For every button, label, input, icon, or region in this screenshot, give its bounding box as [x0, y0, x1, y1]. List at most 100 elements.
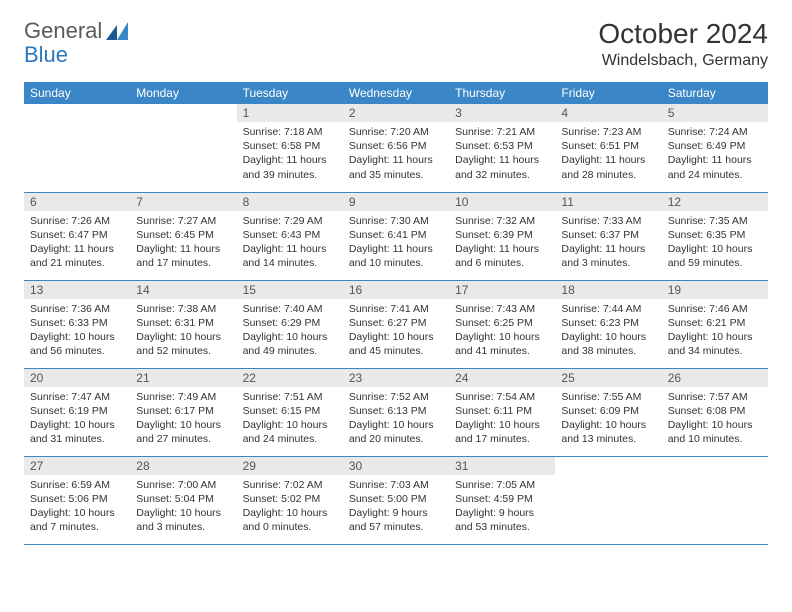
brand-general: General: [24, 18, 102, 44]
brand-mark-icon: [106, 22, 128, 40]
day-content: Sunrise: 7:54 AMSunset: 6:11 PMDaylight:…: [449, 387, 555, 450]
brand-blue: Blue: [24, 42, 68, 67]
calendar-cell: 29Sunrise: 7:02 AMSunset: 5:02 PMDayligh…: [237, 456, 343, 544]
day-number: 13: [24, 281, 130, 299]
day-content: Sunrise: 7:47 AMSunset: 6:19 PMDaylight:…: [24, 387, 130, 450]
day-content: Sunrise: 7:44 AMSunset: 6:23 PMDaylight:…: [555, 299, 661, 362]
calendar-cell: 19Sunrise: 7:46 AMSunset: 6:21 PMDayligh…: [662, 280, 768, 368]
day-content: Sunrise: 7:21 AMSunset: 6:53 PMDaylight:…: [449, 122, 555, 185]
calendar-cell: 11Sunrise: 7:33 AMSunset: 6:37 PMDayligh…: [555, 192, 661, 280]
calendar-cell: [24, 104, 130, 192]
calendar-row: 6Sunrise: 7:26 AMSunset: 6:47 PMDaylight…: [24, 192, 768, 280]
day-content: Sunrise: 7:18 AMSunset: 6:58 PMDaylight:…: [237, 122, 343, 185]
day-content: Sunrise: 6:59 AMSunset: 5:06 PMDaylight:…: [24, 475, 130, 538]
calendar-cell: 21Sunrise: 7:49 AMSunset: 6:17 PMDayligh…: [130, 368, 236, 456]
day-content: Sunrise: 7:40 AMSunset: 6:29 PMDaylight:…: [237, 299, 343, 362]
day-content: Sunrise: 7:03 AMSunset: 5:00 PMDaylight:…: [343, 475, 449, 538]
calendar-cell: 25Sunrise: 7:55 AMSunset: 6:09 PMDayligh…: [555, 368, 661, 456]
day-content: Sunrise: 7:55 AMSunset: 6:09 PMDaylight:…: [555, 387, 661, 450]
day-content: Sunrise: 7:49 AMSunset: 6:17 PMDaylight:…: [130, 387, 236, 450]
day-number: 9: [343, 193, 449, 211]
calendar-cell: 28Sunrise: 7:00 AMSunset: 5:04 PMDayligh…: [130, 456, 236, 544]
calendar-cell: 20Sunrise: 7:47 AMSunset: 6:19 PMDayligh…: [24, 368, 130, 456]
day-number: 14: [130, 281, 236, 299]
day-content: Sunrise: 7:24 AMSunset: 6:49 PMDaylight:…: [662, 122, 768, 185]
day-number: 4: [555, 104, 661, 122]
calendar-cell: 12Sunrise: 7:35 AMSunset: 6:35 PMDayligh…: [662, 192, 768, 280]
day-number: 24: [449, 369, 555, 387]
calendar-cell: 15Sunrise: 7:40 AMSunset: 6:29 PMDayligh…: [237, 280, 343, 368]
calendar-cell: 16Sunrise: 7:41 AMSunset: 6:27 PMDayligh…: [343, 280, 449, 368]
calendar-table: SundayMondayTuesdayWednesdayThursdayFrid…: [24, 82, 768, 545]
day-content: Sunrise: 7:35 AMSunset: 6:35 PMDaylight:…: [662, 211, 768, 274]
day-number: 31: [449, 457, 555, 475]
calendar-cell: 22Sunrise: 7:51 AMSunset: 6:15 PMDayligh…: [237, 368, 343, 456]
day-content: Sunrise: 7:52 AMSunset: 6:13 PMDaylight:…: [343, 387, 449, 450]
day-content: Sunrise: 7:41 AMSunset: 6:27 PMDaylight:…: [343, 299, 449, 362]
brand-logo: General: [24, 18, 130, 44]
day-content: Sunrise: 7:43 AMSunset: 6:25 PMDaylight:…: [449, 299, 555, 362]
calendar-cell: 2Sunrise: 7:20 AMSunset: 6:56 PMDaylight…: [343, 104, 449, 192]
day-number: 21: [130, 369, 236, 387]
day-number: 3: [449, 104, 555, 122]
calendar-cell: 24Sunrise: 7:54 AMSunset: 6:11 PMDayligh…: [449, 368, 555, 456]
day-content: Sunrise: 7:57 AMSunset: 6:08 PMDaylight:…: [662, 387, 768, 450]
day-content: Sunrise: 7:26 AMSunset: 6:47 PMDaylight:…: [24, 211, 130, 274]
day-number: 26: [662, 369, 768, 387]
day-number: 1: [237, 104, 343, 122]
day-content: Sunrise: 7:27 AMSunset: 6:45 PMDaylight:…: [130, 211, 236, 274]
day-number: 27: [24, 457, 130, 475]
calendar-cell: 4Sunrise: 7:23 AMSunset: 6:51 PMDaylight…: [555, 104, 661, 192]
day-number: 22: [237, 369, 343, 387]
calendar-cell: 30Sunrise: 7:03 AMSunset: 5:00 PMDayligh…: [343, 456, 449, 544]
calendar-cell: 3Sunrise: 7:21 AMSunset: 6:53 PMDaylight…: [449, 104, 555, 192]
day-number: 10: [449, 193, 555, 211]
weekday-header: Sunday: [24, 82, 130, 104]
day-content: Sunrise: 7:20 AMSunset: 6:56 PMDaylight:…: [343, 122, 449, 185]
calendar-cell: 10Sunrise: 7:32 AMSunset: 6:39 PMDayligh…: [449, 192, 555, 280]
calendar-cell: [555, 456, 661, 544]
calendar-cell: 6Sunrise: 7:26 AMSunset: 6:47 PMDaylight…: [24, 192, 130, 280]
weekday-header: Thursday: [449, 82, 555, 104]
calendar-cell: [662, 456, 768, 544]
day-content: Sunrise: 7:00 AMSunset: 5:04 PMDaylight:…: [130, 475, 236, 538]
weekday-header: Friday: [555, 82, 661, 104]
calendar-cell: 17Sunrise: 7:43 AMSunset: 6:25 PMDayligh…: [449, 280, 555, 368]
day-content: Sunrise: 7:30 AMSunset: 6:41 PMDaylight:…: [343, 211, 449, 274]
day-content: Sunrise: 7:23 AMSunset: 6:51 PMDaylight:…: [555, 122, 661, 185]
day-content: Sunrise: 7:51 AMSunset: 6:15 PMDaylight:…: [237, 387, 343, 450]
day-content: Sunrise: 7:36 AMSunset: 6:33 PMDaylight:…: [24, 299, 130, 362]
calendar-cell: 27Sunrise: 6:59 AMSunset: 5:06 PMDayligh…: [24, 456, 130, 544]
calendar-cell: 5Sunrise: 7:24 AMSunset: 6:49 PMDaylight…: [662, 104, 768, 192]
day-content: Sunrise: 7:46 AMSunset: 6:21 PMDaylight:…: [662, 299, 768, 362]
calendar-cell: 26Sunrise: 7:57 AMSunset: 6:08 PMDayligh…: [662, 368, 768, 456]
day-number: 19: [662, 281, 768, 299]
calendar-cell: 31Sunrise: 7:05 AMSunset: 4:59 PMDayligh…: [449, 456, 555, 544]
day-number: 17: [449, 281, 555, 299]
day-content: Sunrise: 7:05 AMSunset: 4:59 PMDaylight:…: [449, 475, 555, 538]
day-number: 25: [555, 369, 661, 387]
calendar-cell: 14Sunrise: 7:38 AMSunset: 6:31 PMDayligh…: [130, 280, 236, 368]
calendar-cell: 8Sunrise: 7:29 AMSunset: 6:43 PMDaylight…: [237, 192, 343, 280]
calendar-cell: 7Sunrise: 7:27 AMSunset: 6:45 PMDaylight…: [130, 192, 236, 280]
day-number: 18: [555, 281, 661, 299]
day-content: Sunrise: 7:38 AMSunset: 6:31 PMDaylight:…: [130, 299, 236, 362]
day-number: 2: [343, 104, 449, 122]
day-content: Sunrise: 7:29 AMSunset: 6:43 PMDaylight:…: [237, 211, 343, 274]
calendar-row: 20Sunrise: 7:47 AMSunset: 6:19 PMDayligh…: [24, 368, 768, 456]
day-number: 7: [130, 193, 236, 211]
day-number: 16: [343, 281, 449, 299]
day-content: Sunrise: 7:33 AMSunset: 6:37 PMDaylight:…: [555, 211, 661, 274]
calendar-row: 13Sunrise: 7:36 AMSunset: 6:33 PMDayligh…: [24, 280, 768, 368]
calendar-cell: 13Sunrise: 7:36 AMSunset: 6:33 PMDayligh…: [24, 280, 130, 368]
calendar-row: 27Sunrise: 6:59 AMSunset: 5:06 PMDayligh…: [24, 456, 768, 544]
day-number: 11: [555, 193, 661, 211]
day-number: 5: [662, 104, 768, 122]
day-content: Sunrise: 7:02 AMSunset: 5:02 PMDaylight:…: [237, 475, 343, 538]
day-number: 30: [343, 457, 449, 475]
day-number: 12: [662, 193, 768, 211]
weekday-header: Saturday: [662, 82, 768, 104]
weekday-header: Wednesday: [343, 82, 449, 104]
calendar-cell: 9Sunrise: 7:30 AMSunset: 6:41 PMDaylight…: [343, 192, 449, 280]
calendar-cell: [130, 104, 236, 192]
